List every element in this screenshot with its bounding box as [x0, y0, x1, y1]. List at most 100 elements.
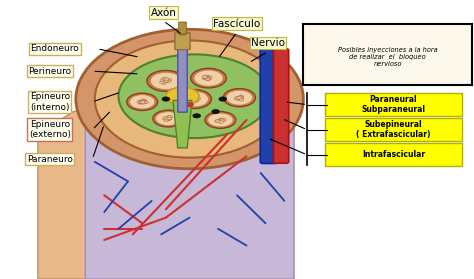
Text: Paraneural
Subparaneural: Paraneural Subparaneural: [361, 95, 426, 114]
Circle shape: [138, 101, 143, 104]
Circle shape: [163, 80, 168, 82]
Circle shape: [237, 96, 242, 99]
Circle shape: [237, 97, 241, 99]
Circle shape: [166, 116, 171, 119]
Ellipse shape: [150, 72, 182, 90]
Circle shape: [192, 113, 201, 118]
Circle shape: [139, 101, 144, 104]
Ellipse shape: [95, 40, 284, 158]
Text: Subepineural
( Extrafascicular): Subepineural ( Extrafascicular): [356, 120, 431, 140]
Circle shape: [144, 101, 148, 104]
Circle shape: [203, 75, 208, 78]
Circle shape: [191, 97, 196, 100]
Circle shape: [219, 119, 224, 121]
Circle shape: [167, 117, 172, 120]
Circle shape: [202, 77, 207, 80]
Circle shape: [219, 119, 224, 121]
Circle shape: [166, 117, 171, 120]
Circle shape: [166, 117, 171, 120]
Text: Nervio: Nervio: [251, 38, 285, 48]
Text: Intrafascicular: Intrafascicular: [362, 150, 425, 159]
FancyBboxPatch shape: [325, 93, 462, 116]
Circle shape: [205, 78, 210, 80]
Circle shape: [239, 95, 244, 98]
Circle shape: [164, 80, 168, 82]
Ellipse shape: [129, 95, 155, 109]
Circle shape: [218, 119, 223, 121]
Circle shape: [207, 75, 211, 78]
Polygon shape: [223, 106, 294, 279]
Circle shape: [160, 79, 165, 81]
Circle shape: [205, 78, 210, 81]
Ellipse shape: [153, 110, 183, 127]
Circle shape: [196, 97, 201, 100]
FancyBboxPatch shape: [178, 45, 187, 112]
Circle shape: [239, 96, 244, 99]
Ellipse shape: [178, 30, 187, 35]
Circle shape: [220, 119, 225, 122]
Circle shape: [143, 101, 147, 104]
Circle shape: [202, 75, 207, 78]
Circle shape: [218, 119, 222, 122]
Circle shape: [219, 97, 227, 102]
Ellipse shape: [118, 54, 270, 138]
Circle shape: [219, 119, 223, 121]
Text: Epineuro
(interno): Epineuro (interno): [30, 92, 70, 112]
Ellipse shape: [205, 112, 236, 128]
Circle shape: [140, 100, 145, 103]
Circle shape: [215, 120, 220, 123]
Circle shape: [194, 99, 199, 102]
Circle shape: [166, 117, 171, 120]
FancyBboxPatch shape: [325, 143, 462, 166]
Circle shape: [140, 101, 145, 104]
Circle shape: [239, 98, 244, 101]
Circle shape: [164, 119, 169, 122]
Polygon shape: [38, 106, 104, 279]
Circle shape: [211, 109, 220, 114]
Circle shape: [141, 100, 146, 103]
Circle shape: [168, 116, 173, 118]
Ellipse shape: [127, 93, 157, 110]
Circle shape: [142, 100, 147, 102]
Circle shape: [191, 97, 196, 99]
Circle shape: [163, 80, 168, 82]
Polygon shape: [85, 106, 294, 279]
FancyBboxPatch shape: [273, 49, 289, 163]
Text: Epineuro
(externo): Epineuro (externo): [29, 120, 71, 140]
Circle shape: [185, 102, 194, 107]
Circle shape: [192, 99, 197, 102]
Circle shape: [162, 81, 166, 84]
Circle shape: [238, 96, 243, 99]
Circle shape: [237, 96, 241, 99]
Circle shape: [189, 97, 193, 100]
FancyBboxPatch shape: [325, 118, 462, 141]
Circle shape: [205, 76, 210, 79]
Ellipse shape: [155, 112, 181, 126]
Circle shape: [164, 78, 169, 81]
Circle shape: [205, 76, 210, 79]
Circle shape: [167, 78, 172, 81]
Circle shape: [219, 118, 224, 121]
Circle shape: [189, 97, 193, 100]
FancyBboxPatch shape: [303, 24, 472, 85]
Circle shape: [138, 100, 143, 103]
Circle shape: [215, 120, 219, 122]
Circle shape: [207, 77, 211, 80]
Circle shape: [193, 97, 198, 100]
Circle shape: [163, 77, 167, 80]
Text: Endoneuro: Endoneuro: [30, 44, 79, 53]
Ellipse shape: [76, 29, 303, 169]
Circle shape: [203, 76, 208, 79]
Circle shape: [219, 121, 223, 123]
Ellipse shape: [180, 91, 209, 107]
Circle shape: [163, 78, 168, 81]
FancyBboxPatch shape: [260, 49, 278, 163]
Circle shape: [238, 98, 243, 101]
Circle shape: [193, 100, 198, 103]
Circle shape: [192, 99, 197, 102]
Circle shape: [235, 97, 239, 100]
Circle shape: [167, 116, 172, 118]
Circle shape: [164, 78, 169, 81]
FancyBboxPatch shape: [179, 22, 186, 34]
Text: Perineuro: Perineuro: [28, 67, 71, 76]
